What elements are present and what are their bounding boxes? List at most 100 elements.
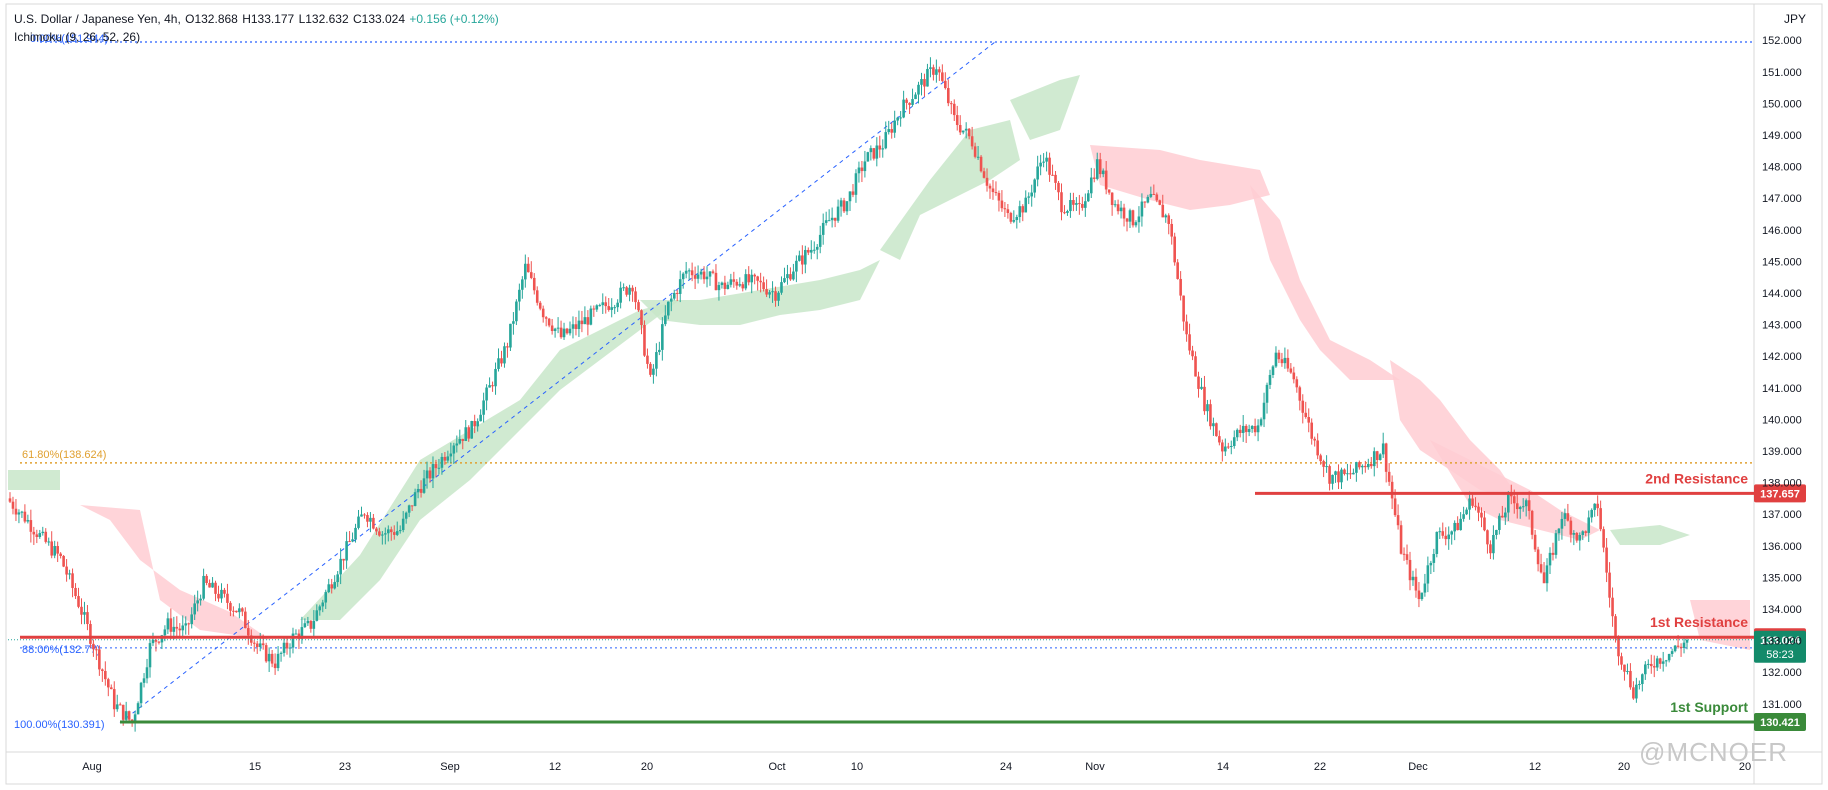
ichimoku-legend[interactable]: Ichimoku (9, 26, 52, 26) — [14, 30, 141, 44]
candle — [1655, 655, 1659, 671]
candle-body — [994, 192, 998, 194]
candle — [74, 583, 77, 599]
candle-body — [929, 67, 932, 69]
candle-body — [163, 629, 167, 636]
candle — [1215, 422, 1218, 437]
candle-body — [1110, 192, 1114, 205]
candle-body — [538, 302, 542, 309]
candle — [521, 276, 524, 299]
candle — [118, 702, 122, 706]
candle-body — [729, 279, 733, 285]
candle-body — [1218, 436, 1221, 443]
candle-body — [145, 667, 149, 679]
candle-body — [1164, 215, 1168, 218]
candle-body — [44, 531, 48, 542]
candle — [1411, 570, 1415, 586]
candle — [1426, 556, 1430, 593]
candle — [1658, 657, 1662, 669]
candle-body — [529, 272, 533, 278]
candle — [1557, 528, 1561, 541]
candle-body — [535, 290, 539, 303]
candle-body — [223, 589, 226, 594]
candle-body — [136, 703, 140, 715]
candle — [1164, 213, 1168, 223]
candle-body — [774, 291, 777, 301]
cloud-band — [1430, 440, 1600, 540]
candle — [321, 599, 325, 613]
candle — [273, 653, 277, 675]
candle — [997, 190, 1001, 212]
candle — [56, 541, 59, 563]
time-tick-label: 20 — [1739, 761, 1751, 773]
candle-body — [1340, 469, 1343, 483]
candle-body — [401, 518, 405, 531]
candle-body — [452, 445, 456, 454]
candle — [1358, 460, 1361, 470]
ichimoku-cloud — [8, 75, 1750, 650]
price-tick-label: 138.000 — [1762, 478, 1802, 490]
candle-body — [1095, 159, 1099, 179]
candle — [1235, 428, 1239, 442]
candle — [625, 285, 628, 297]
candle-body — [321, 602, 325, 607]
candle-body — [92, 643, 95, 650]
candle-body — [672, 292, 676, 299]
candle — [845, 201, 849, 216]
candle — [187, 622, 191, 635]
candle-body — [693, 275, 697, 279]
candle-body — [783, 278, 786, 283]
candle — [163, 625, 167, 642]
candle-body — [1396, 515, 1400, 526]
candle — [1131, 209, 1135, 228]
candle — [1182, 295, 1185, 331]
candle — [1679, 643, 1683, 657]
candle-body — [1244, 425, 1248, 433]
candle — [729, 273, 733, 288]
candle — [1027, 192, 1031, 205]
candle-body — [133, 714, 137, 723]
candle-body — [1301, 400, 1305, 413]
candle-body — [1679, 646, 1683, 649]
candle — [306, 616, 310, 626]
candle-body — [955, 115, 959, 126]
candle — [1057, 180, 1060, 201]
candle-body — [285, 642, 289, 649]
candle-body — [717, 285, 721, 291]
candle-body — [809, 249, 813, 253]
candle-body — [643, 325, 646, 356]
candle-body — [56, 546, 59, 554]
candle — [1632, 681, 1635, 700]
candle-body — [294, 633, 298, 635]
candle — [1069, 192, 1072, 218]
candle — [1644, 661, 1647, 680]
candle — [672, 289, 676, 301]
candle-body — [646, 355, 649, 364]
candle-body — [1027, 196, 1031, 198]
candle — [398, 525, 402, 534]
candle-body — [1635, 684, 1638, 699]
candle — [1161, 194, 1165, 218]
candle-body — [1250, 426, 1254, 430]
candle-body — [920, 79, 923, 85]
candle — [935, 59, 938, 83]
candle — [98, 645, 101, 676]
time-tick-label: 24 — [1000, 761, 1012, 773]
candle — [1515, 493, 1519, 519]
candle-body — [851, 191, 855, 195]
candle — [902, 90, 905, 119]
candle-body — [381, 534, 384, 536]
candle-body — [1536, 549, 1540, 565]
candle-body — [556, 327, 560, 329]
candle-body — [649, 363, 652, 375]
candle-body — [8, 498, 12, 502]
candle — [11, 496, 15, 515]
candle-body — [1524, 500, 1528, 507]
candle-body — [845, 201, 849, 212]
candle — [1536, 546, 1540, 572]
candle — [991, 180, 995, 200]
candle-body — [1602, 529, 1605, 548]
candle-body — [571, 324, 575, 329]
candle-body — [312, 620, 316, 629]
candle — [1191, 345, 1194, 361]
